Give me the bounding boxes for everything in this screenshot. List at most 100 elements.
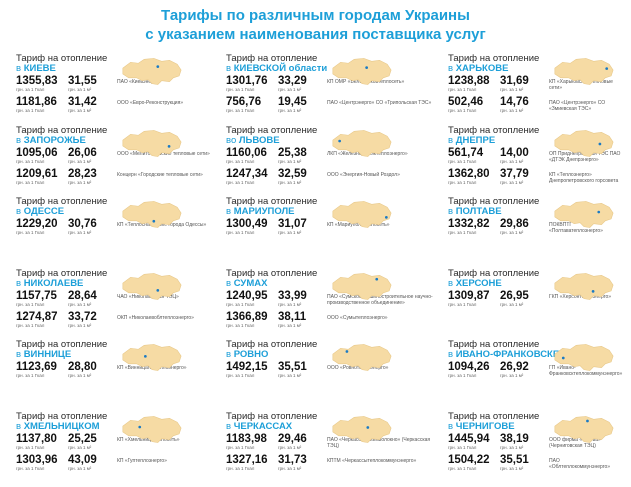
provider-name: ООО «Сумытеплоэнерго» xyxy=(327,314,388,321)
city-preposition: в xyxy=(16,420,24,432)
tariff-label: Тариф на отопление xyxy=(448,339,540,350)
unit-gcal: грн. за 1 Гкал xyxy=(16,444,45,450)
tariff-m2-value: 31,07 xyxy=(278,218,307,230)
provider-name: ООО «Ровнотеплоэнерго» xyxy=(327,365,389,371)
provider-name: ПАО «Черкасское химволокно» (Черкасская … xyxy=(327,436,431,449)
tariff-gcal-value: 1229,20 xyxy=(16,218,58,230)
tariff-gcal-value: 1303,96 xyxy=(16,453,58,466)
tariff-m2-value: 31,69 xyxy=(500,75,529,87)
title-line-1: Тарифы по различным городам Украины xyxy=(161,7,470,24)
unit-m2: грн. за 1 м² xyxy=(68,158,92,164)
city-preposition: в xyxy=(226,63,234,74)
tariff-gcal-value: 1137,80 xyxy=(16,432,57,445)
city-name: в ХМЕЛЬНИЦКОМ xyxy=(16,421,100,432)
tariff-m2-value: 29,86 xyxy=(500,218,529,230)
tariff-m2-value: 32,59 xyxy=(278,167,307,180)
tariff-label: Тариф на отопление xyxy=(226,53,318,64)
city-preposition: в xyxy=(226,206,234,217)
tariff-m2-value: 35,51 xyxy=(500,453,529,466)
city-card: Тариф на отопление во ЛЬВОВЕ 1160,06 25,38 г… xyxy=(226,125,448,198)
tariff-gcal-value: 1327,16 xyxy=(226,453,268,466)
city-dot xyxy=(156,65,160,68)
city-card: Тариф на отопление в ЧЕРНИГОВЕ 1445,94 38,1… xyxy=(448,411,628,484)
tariff-label: Тариф на отопление xyxy=(226,410,318,422)
tariff-gcal-value: 1240,95 xyxy=(226,289,268,302)
city-name: в ЧЕРНИГОВЕ xyxy=(448,421,515,432)
tariff-label: Тариф на отопление xyxy=(16,339,108,350)
provider-name: ООО «Евро-Реконструкция» xyxy=(117,100,184,106)
tariff-m2-value: 31,73 xyxy=(278,453,307,466)
city-preposition: в xyxy=(448,134,456,146)
city-name-text: СУМАХ xyxy=(233,277,268,289)
provider-name: КП «Харьковские тепловые сети» xyxy=(549,79,613,91)
ukraine-map-icon xyxy=(554,272,614,300)
city-card: Тариф на отопление в ЗАПОРОЖЬЕ 1095,06 26,0… xyxy=(16,125,226,198)
ukraine-map-icon xyxy=(554,58,614,85)
tariff-gcal-value: 1183,98 xyxy=(226,432,267,445)
unit-gcal: грн. за 1 Гкал xyxy=(448,444,477,450)
city-name: в КИЕВСКОЙ области xyxy=(226,63,327,74)
map-outline xyxy=(332,201,392,228)
unit-gcal: грн. за 1 Гкал xyxy=(16,230,45,235)
tariff-label: Тариф на отопление xyxy=(448,267,540,279)
provider-name: КП «Гуптеплоэнерго» xyxy=(117,457,167,464)
unit-m2: грн. за 1 м² xyxy=(278,158,302,164)
tariff-m2-value: 43,09 xyxy=(68,453,97,466)
city-card: Тариф на отопление в ВИННИЦЕ 1123,69 28,80 г… xyxy=(16,340,226,412)
tariff-m2-value: 31,42 xyxy=(68,96,97,108)
unit-gcal: грн. за 1 Гкал xyxy=(16,373,45,378)
city-name: в ДНЕПРЕ xyxy=(448,135,495,146)
city-dot xyxy=(586,419,589,422)
map-outline xyxy=(554,272,614,300)
tariff-gcal-value: 1123,69 xyxy=(16,361,57,373)
provider-name: ООО «Энергия-Новый Роздол» xyxy=(327,171,400,178)
tariff-m2-value: 28,23 xyxy=(68,167,97,180)
tariff-label: Тариф на отопление xyxy=(226,196,318,207)
unit-gcal: грн. за 1 Гкал xyxy=(16,322,45,328)
city-card: Тариф на отопление в МАРИУПОЛЕ 1300,49 31,0… xyxy=(226,197,448,269)
city-name-text: ЗАПОРОЖЬЕ xyxy=(23,134,86,146)
unit-m2: грн. за 1 м² xyxy=(278,230,302,235)
unit-gcal: грн. за 1 Гкал xyxy=(448,230,477,235)
unit-m2: грн. за 1 м² xyxy=(500,444,524,450)
ukraine-map-icon xyxy=(554,415,614,443)
city-name: в ОДЕССЕ xyxy=(16,206,64,217)
ukraine-map-icon xyxy=(554,129,614,157)
city-name-text: ХЕРСОНЕ xyxy=(455,277,502,289)
unit-m2: грн. за 1 м² xyxy=(278,322,302,328)
city-card: Тариф на отопление в КИЕВЕ 1355,83 31,55 грн… xyxy=(16,54,226,126)
city-name: в ЗАПОРОЖЬЕ xyxy=(16,135,86,146)
city-name: в СУМАХ xyxy=(226,278,267,289)
unit-gcal: грн. за 1 Гкал xyxy=(226,87,255,92)
tariff-m2-value: 33,29 xyxy=(278,75,307,87)
city-card: Тариф на отопление в СУМАХ 1240,95 33,99 грн… xyxy=(226,268,448,341)
city-name-text: МАРИУПОЛЕ xyxy=(233,206,295,217)
city-name: в ЧЕРКАССАХ xyxy=(226,421,292,432)
provider-name: КП «Теплоэнерго» Днепропетровского горсо… xyxy=(549,171,619,184)
city-card: Тариф на отопление в КИЕВСКОЙ области 1301… xyxy=(226,54,448,126)
tariff-label: Тариф на отопление xyxy=(16,410,108,422)
map-outline xyxy=(554,344,614,371)
unit-m2: грн. за 1 м² xyxy=(500,158,524,164)
tariff-m2-value: 35,51 xyxy=(278,361,307,373)
unit-m2: грн. за 1 м² xyxy=(68,230,92,235)
unit-gcal: грн. за 1 Гкал xyxy=(448,465,477,471)
unit-m2: грн. за 1 м² xyxy=(278,373,302,378)
city-card: Тариф на отопление в ПОЛТАВЕ 1332,82 29,86 г… xyxy=(448,197,628,269)
ukraine-map-icon xyxy=(122,415,182,443)
unit-m2: грн. за 1 м² xyxy=(68,444,92,450)
city-name-text: НИКОЛАЕВЕ xyxy=(23,277,84,289)
unit-gcal: грн. за 1 Гкал xyxy=(226,373,255,378)
map-outline xyxy=(554,129,614,157)
tariff-gcal-value: 1445,94 xyxy=(448,432,490,445)
city-card: Тариф на отопление в НИКОЛАЕВЕ 1157,75 28,6… xyxy=(16,268,226,341)
city-preposition: в xyxy=(16,206,24,217)
map-outline xyxy=(332,344,392,371)
tariff-m2-value: 33,72 xyxy=(68,310,97,323)
unit-m2: грн. за 1 м² xyxy=(500,301,524,307)
city-preposition: в xyxy=(226,349,234,360)
tariff-label: Тариф на отопление xyxy=(16,196,108,207)
city-preposition: в xyxy=(448,206,456,217)
tariff-label: Тариф на отопление xyxy=(448,196,540,207)
unit-m2: грн. за 1 м² xyxy=(68,108,92,113)
